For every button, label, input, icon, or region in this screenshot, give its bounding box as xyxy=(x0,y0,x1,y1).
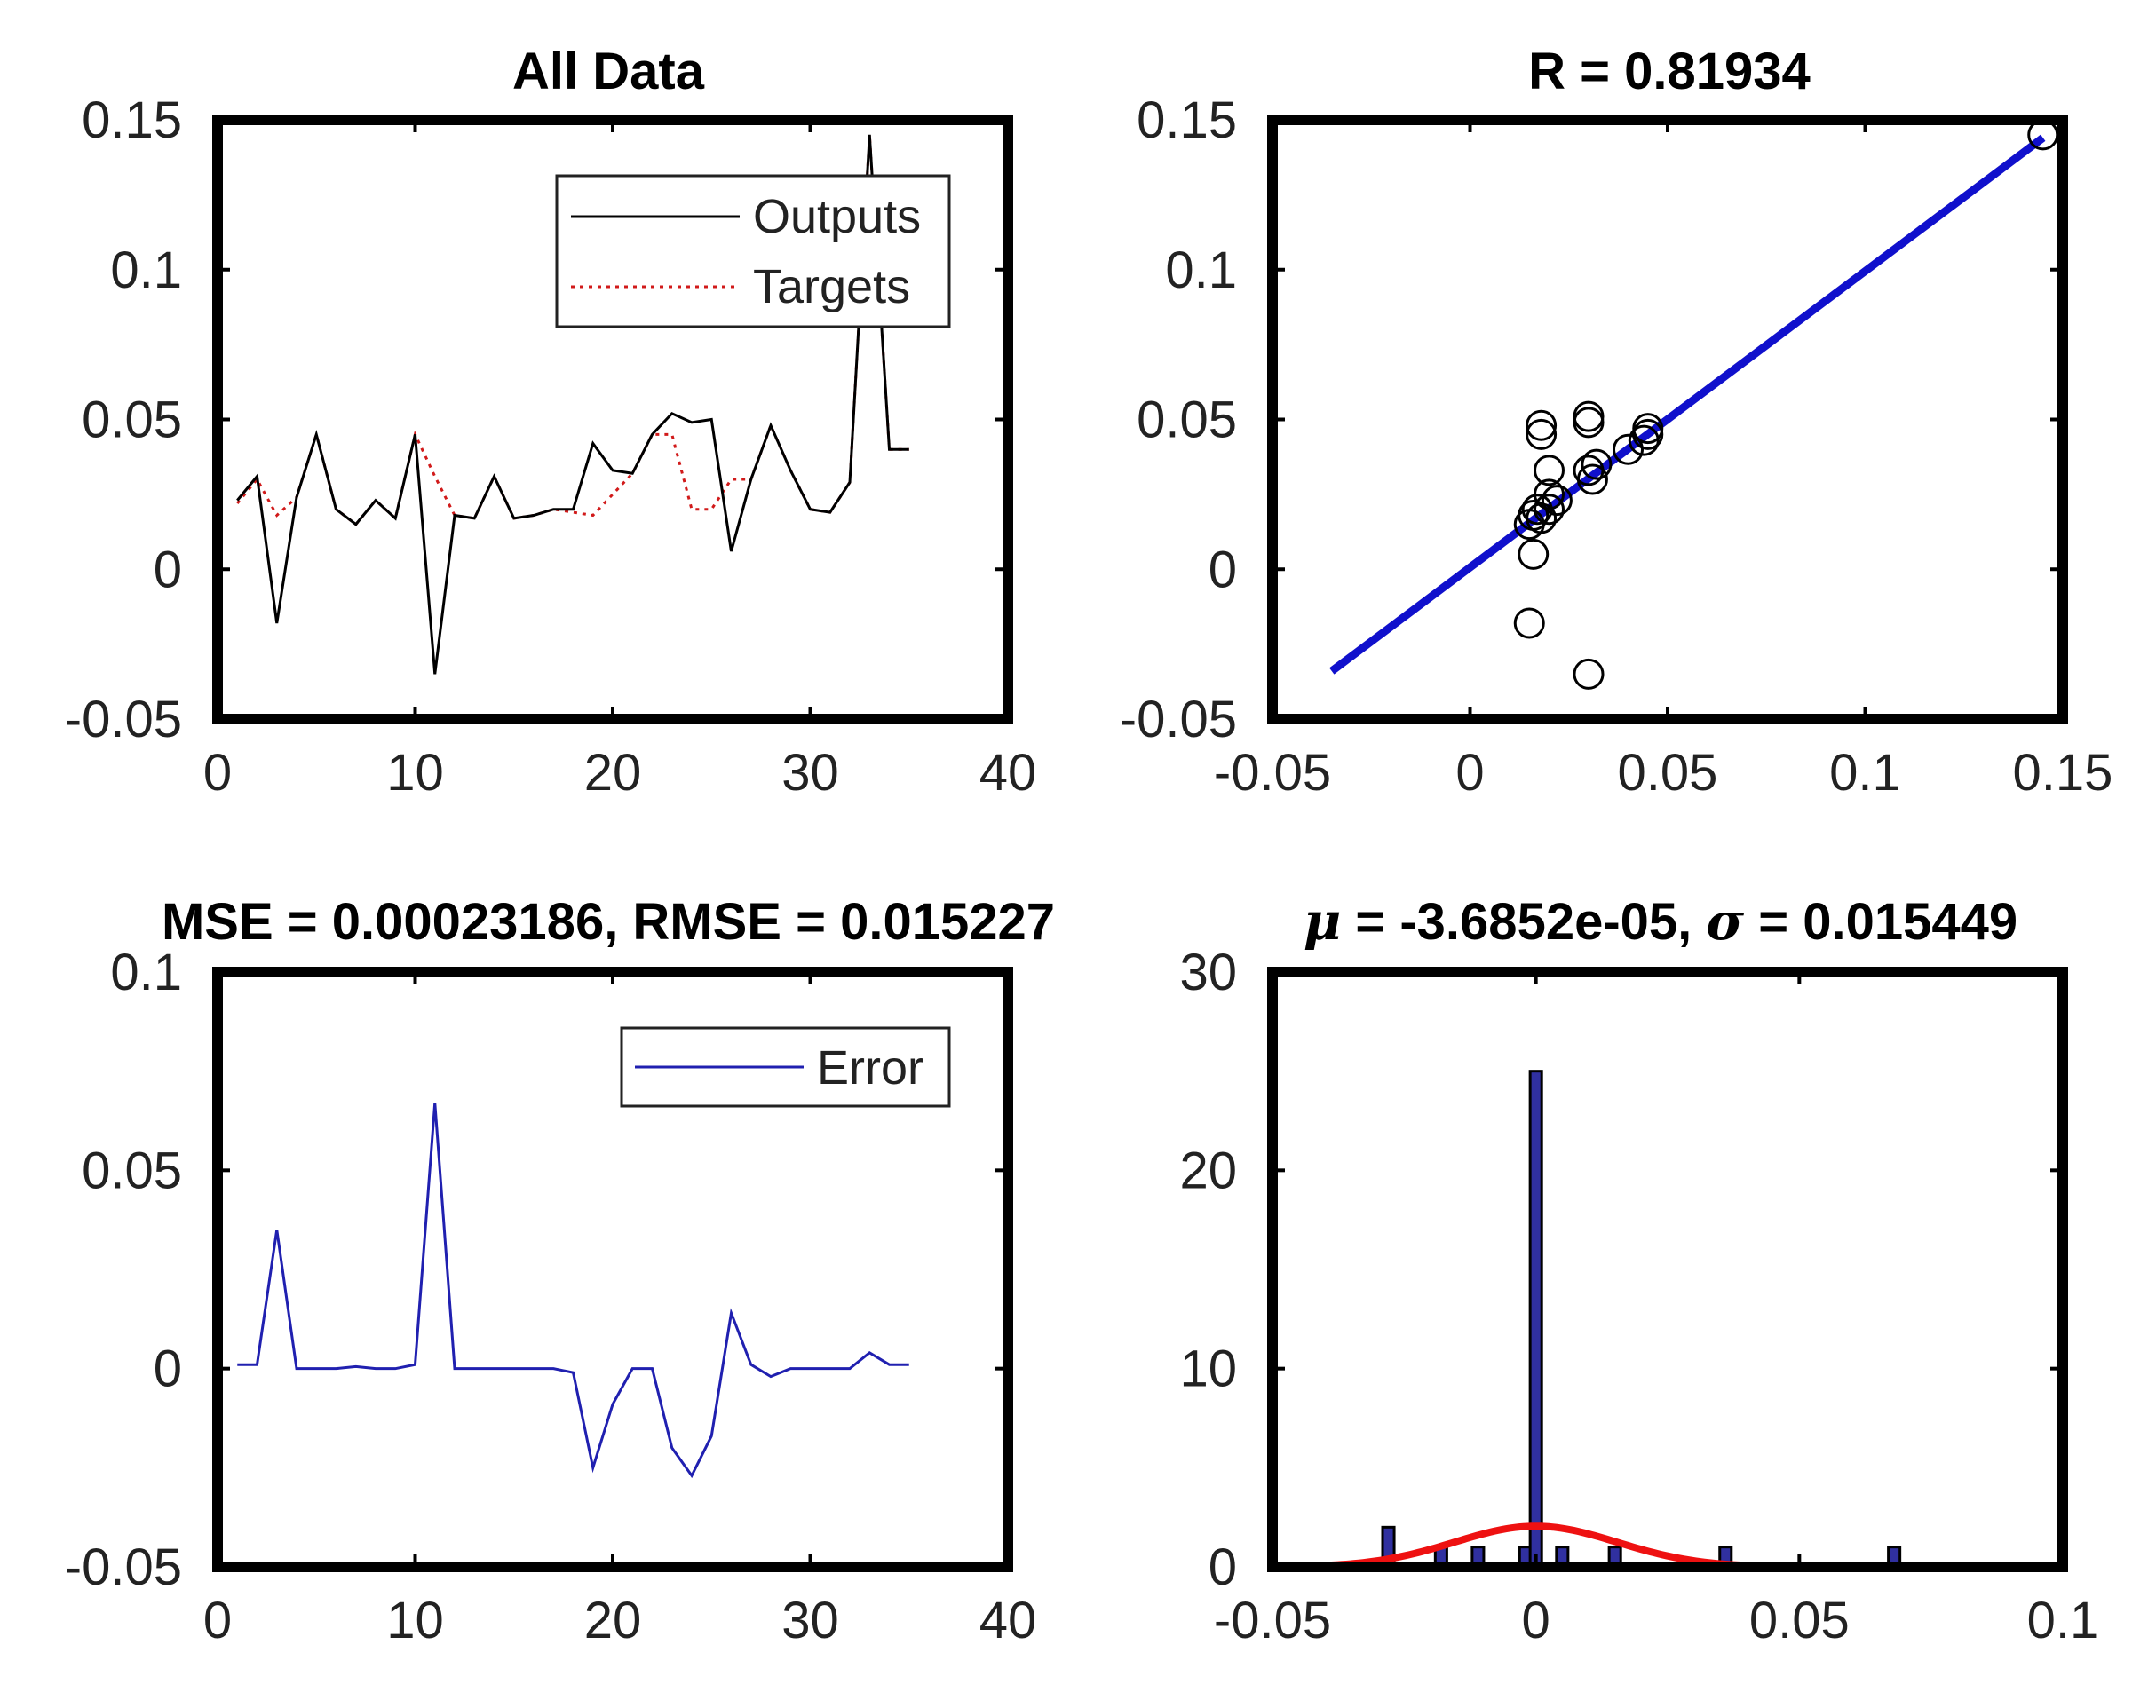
legend-targets-label: Targets xyxy=(753,260,910,313)
error-xtick-label: 40 xyxy=(979,1592,1037,1649)
regression-marks-group xyxy=(1329,119,2059,690)
regression-data-point xyxy=(1526,502,1558,534)
error-xtick-label: 10 xyxy=(386,1592,444,1649)
regression-xtick-label: 0 xyxy=(1455,744,1484,802)
regression-ytick-label: 0 xyxy=(1209,541,1237,598)
legend-error-label: Error xyxy=(817,1041,923,1095)
histogram-xtick-label: 0.05 xyxy=(1749,1592,1850,1649)
regression-xtick-label: 0.1 xyxy=(1829,744,1901,802)
regression-ytick-label: 0.15 xyxy=(1137,91,1237,149)
histogram-ytick-label: 0 xyxy=(1209,1538,1237,1596)
regression-data-point xyxy=(1628,424,1660,456)
regression-data-point xyxy=(1581,448,1613,480)
error-legend: Error xyxy=(620,1026,951,1108)
regression-data-point xyxy=(1526,409,1558,441)
regression-data-point xyxy=(1573,407,1605,439)
histogram-panel: μ = -3.6852e-05, σ = 0.015449 -0.05 0 0.05… xyxy=(1179,891,2098,1649)
regression-data-point xyxy=(1541,485,1573,517)
all-data-legend-box xyxy=(555,174,951,328)
legend-outputs-label: Outputs xyxy=(753,190,921,243)
regression-data-point xyxy=(1526,418,1558,450)
error-title: MSE = 0.00023186, RMSE = 0.015227 xyxy=(162,893,1055,951)
regression-data-point xyxy=(1632,418,1664,450)
error-xtick-label: 20 xyxy=(584,1592,642,1649)
error-series-group xyxy=(237,1103,909,1479)
all-data-xtick-label: 0 xyxy=(203,744,232,802)
regression-xtick-label: 0.05 xyxy=(1618,744,1718,802)
histogram-xtick-label: -0.05 xyxy=(1214,1592,1331,1649)
histogram-title: μ = -3.6852e-05, σ = 0.015449 xyxy=(1304,891,2017,952)
regression-xtick-label: -0.05 xyxy=(1214,744,1331,802)
all-data-xtick-label: 20 xyxy=(584,744,642,802)
regression-ytick-label: 0.1 xyxy=(1165,241,1237,299)
all-data-ytick-label: 0.05 xyxy=(82,391,182,449)
regression-data-point xyxy=(1576,463,1608,495)
all-data-ytick-label: 0 xyxy=(154,541,182,598)
all-data-title: All Data xyxy=(512,43,705,100)
regression-data-point xyxy=(1573,658,1605,690)
error-ytick-label: 0.05 xyxy=(82,1142,182,1199)
regression-tick-labels: -0.05 0 0.05 0.1 0.15 -0.05 0 0.05 0.1 0.15 xyxy=(1120,91,2113,802)
histogram-ytick-label: 20 xyxy=(1179,1142,1237,1199)
all-data-ytick-label: -0.05 xyxy=(65,691,182,748)
all-data-xtick-label: 40 xyxy=(979,744,1037,802)
error-panel: MSE = 0.00023186, RMSE = 0.015227 0 10 20 3… xyxy=(65,893,1055,1649)
all-data-tick-labels: 0 10 20 30 40 -0.05 0 0.05 0.1 0.15 xyxy=(65,91,1036,802)
regression-data-point xyxy=(1534,494,1565,526)
error-ytick-label: -0.05 xyxy=(65,1538,182,1596)
all-data-ytick-label: 0.1 xyxy=(110,241,182,299)
histogram-title-sigma: = 0.015449 xyxy=(1744,893,2017,951)
regression-data-point xyxy=(1518,538,1550,570)
series-outputs-line xyxy=(236,134,909,675)
all-data-ytick-label: 0.15 xyxy=(82,91,182,149)
regression-ytick-label: 0.05 xyxy=(1137,391,1237,449)
error-xtick-label: 30 xyxy=(781,1592,839,1649)
error-ytick-label: 0.1 xyxy=(110,944,182,1001)
all-data-panel: All Data 0 10 20 30 40 -0.05 0 0.05 0.1 0.15 Outp… xyxy=(65,43,1036,802)
all-data-xtick-label: 10 xyxy=(386,744,444,802)
regression-panel: R = 0.81934 -0.05 0 0.05 0.1 0.15 -0.05 0 0.05 0… xyxy=(1120,43,2113,802)
histogram-xtick-label: 0.1 xyxy=(2027,1592,2099,1649)
histogram-title-mean: = -3.6852e-05, xyxy=(1341,893,1706,951)
regression-title: R = 0.81934 xyxy=(1528,43,1811,100)
histogram-ytick-label: 30 xyxy=(1179,944,1237,1001)
histogram-ytick-label: 10 xyxy=(1179,1340,1237,1398)
regression-data-point xyxy=(1613,433,1644,465)
regression-data-point xyxy=(1534,455,1565,486)
regression-xtick-label: 0.15 xyxy=(2013,744,2113,802)
all-data-xtick-label: 30 xyxy=(781,744,839,802)
mu-symbol: μ xyxy=(1304,891,1341,952)
regression-fit-line xyxy=(1329,134,2046,675)
error-tick-labels: 0 10 20 30 40 -0.05 0 0.05 0.1 xyxy=(65,944,1036,1649)
regression-ytick-label: -0.05 xyxy=(1120,691,1237,748)
sigma-symbol: σ xyxy=(1706,891,1744,952)
all-data-series-group xyxy=(236,134,909,675)
series-error-line xyxy=(237,1103,909,1479)
error-xtick-label: 0 xyxy=(203,1592,232,1649)
histogram-bar xyxy=(1528,1070,1543,1569)
regression-data-point xyxy=(1513,607,1545,639)
all-data-legend: Outputs Targets xyxy=(555,174,951,328)
histogram-xtick-label: 0 xyxy=(1522,1592,1550,1649)
histogram-axes-box xyxy=(1267,967,2068,1572)
error-ytick-label: 0 xyxy=(154,1340,182,1398)
